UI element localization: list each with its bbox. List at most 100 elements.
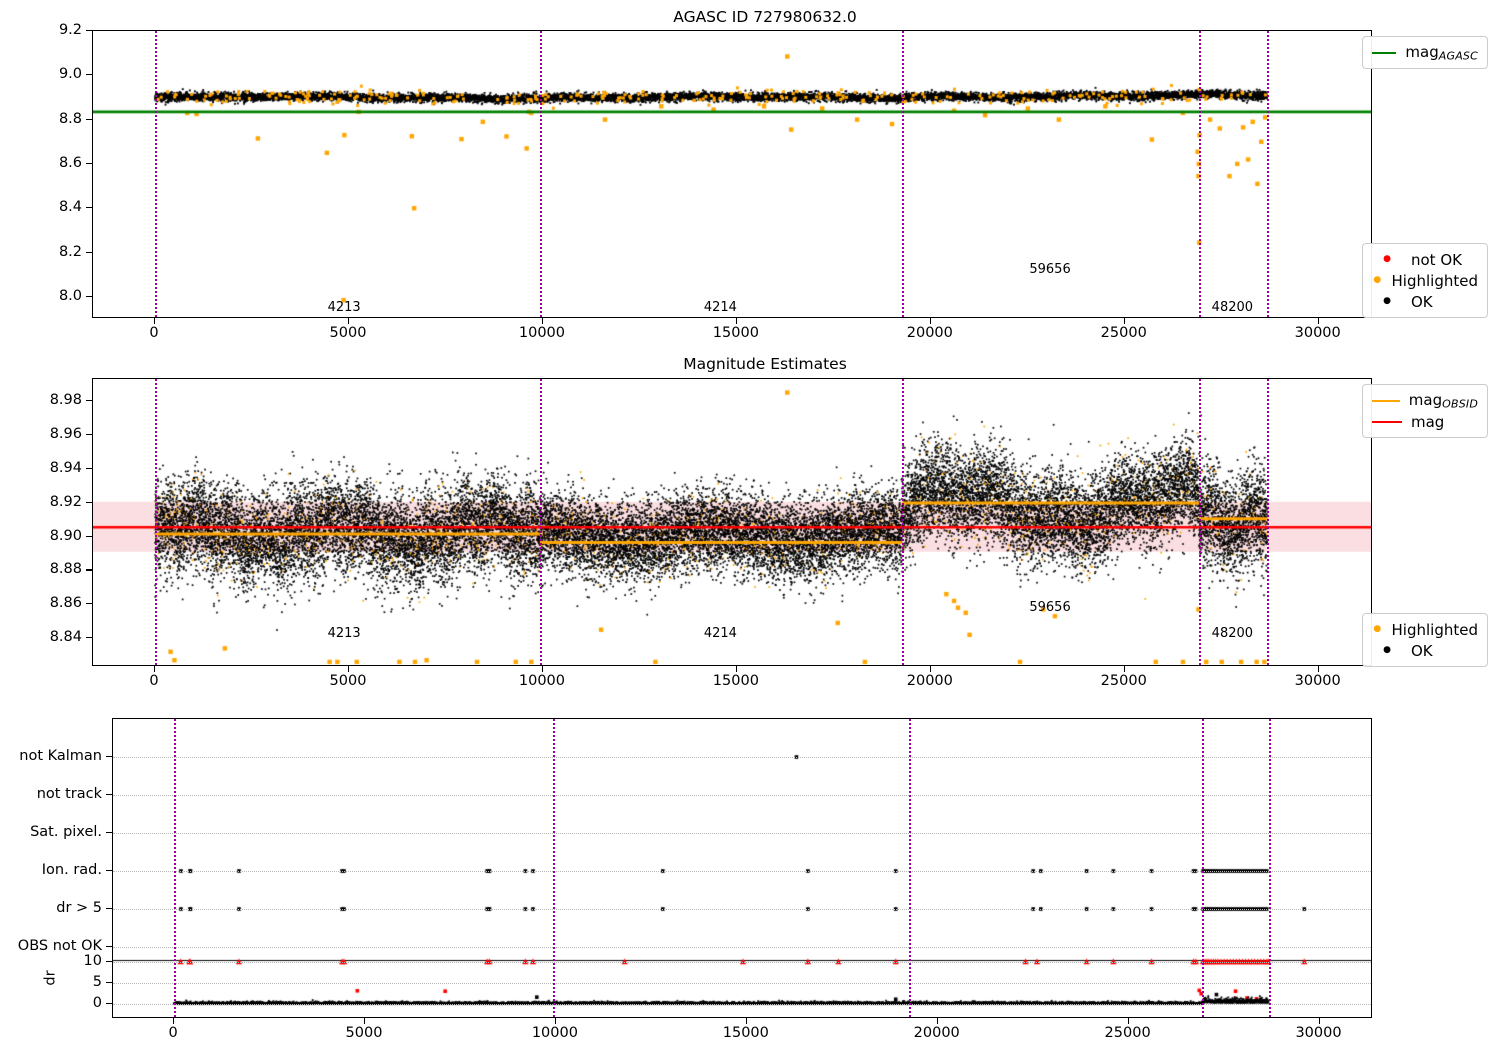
dot-swatch-orange: ● (1373, 624, 1382, 634)
panel1-ytick-mark (86, 251, 92, 253)
legend-label-mag-agasc: magAGASC (1405, 42, 1478, 63)
obsid-divider-line (539, 379, 542, 665)
panel1-ytick-mark (86, 295, 92, 297)
panel2-xtick-label: 15000 (712, 673, 759, 689)
panel2-ytick-label: 8.96 (49, 425, 82, 442)
panel2-xtick-label: 30000 (1294, 673, 1341, 689)
panel3-gridline (113, 961, 1371, 963)
panel3-gridline (113, 982, 1371, 984)
panel1-xtick-label: 10000 (518, 325, 566, 341)
panel2-xtick-mark (348, 666, 350, 672)
legend-item-not-ok[interactable]: ● not OK (1372, 249, 1478, 270)
panel2-xtick-mark (929, 666, 931, 672)
panel2-title: Magnitude Estimates (683, 355, 847, 373)
panel2-magnitude-estimates (92, 378, 1372, 666)
panel1-ytick-label: 8.0 (58, 287, 82, 304)
panel1-xtick-mark (1123, 318, 1125, 324)
panel1-xtick-mark (929, 318, 931, 324)
panel1-legend-top[interactable]: magAGASC (1362, 36, 1488, 69)
panel3-xtick-mark (554, 1018, 556, 1024)
panel1-legend-bottom[interactable]: ● not OK ● Highlighted ● OK (1362, 243, 1488, 318)
panel3-flag-label: not Kalman (19, 748, 102, 764)
panel2-ytick-mark (86, 467, 92, 469)
legend-label-highlighted-2: Highlighted (1391, 620, 1478, 639)
panel2-ytick-mark (86, 535, 92, 537)
panel3-ytick-mark (106, 756, 112, 758)
panel2-ytick-label: 8.94 (49, 459, 82, 476)
line-swatch-red (1372, 420, 1402, 423)
panel1-xtick-label: 20000 (906, 325, 953, 341)
panel3-gridline (113, 757, 1371, 758)
legend-item-mag-agasc[interactable]: magAGASC (1372, 42, 1478, 63)
panel1-ytick-mark (86, 118, 92, 120)
dot-swatch-red: ● (1383, 254, 1391, 264)
panel1-xtick-mark (1317, 318, 1319, 324)
obsid-divider-line (909, 719, 912, 1017)
panel2-ytick-mark (86, 501, 92, 503)
panel1-xtick-mark (154, 318, 156, 324)
obsid-divider-line (1201, 719, 1204, 1017)
panel1-xtick-mark (735, 318, 737, 324)
obsid-label: 59656 (1029, 262, 1071, 277)
panel2-ytick-mark (86, 569, 92, 571)
panel3-dr-tick-mark (106, 981, 112, 983)
legend-label-highlighted: Highlighted (1391, 271, 1478, 290)
obsid-label: 4213 (327, 626, 361, 641)
obsid-divider-line (174, 719, 177, 1017)
panel2-xtick-label: 25000 (1100, 673, 1147, 689)
panel3-flag-label: dr > 5 (56, 900, 102, 916)
panel1-magnitude-overview (92, 30, 1372, 318)
panel2-xtick-mark (541, 666, 544, 672)
panel2-xtick-mark (1317, 666, 1319, 672)
panel3-xtick-label: 30000 (1295, 1025, 1342, 1041)
panel3-flag-label: Ion. rad. (41, 862, 102, 878)
panel3-gridline (113, 871, 1371, 872)
legend-item-highlighted-2[interactable]: ● Highlighted (1372, 619, 1478, 640)
obsid-divider-line (901, 379, 904, 665)
panel2-xtick-mark (154, 666, 156, 672)
legend-label-mag: mag (1411, 412, 1445, 431)
panel3-status-flags (112, 718, 1372, 1018)
panel2-xtick-mark (735, 666, 737, 672)
panel3-xtick-label: 0 (168, 1025, 178, 1041)
obsid-divider-line (1199, 379, 1202, 665)
obsid-divider-line (155, 379, 158, 665)
obsid-label: 48200 (1211, 626, 1254, 641)
panel1-xtick-mark (541, 318, 544, 324)
panel1-ytick-label: 8.8 (58, 110, 82, 127)
panel2-legend-top[interactable]: magOBSID mag (1362, 384, 1488, 438)
panel3-gridline (113, 795, 1371, 796)
panel3-gridline (113, 833, 1371, 834)
panel2-xtick-label: 0 (149, 673, 159, 689)
obsid-divider-line (552, 719, 555, 1017)
panel3-xtick-mark (1318, 1018, 1320, 1024)
legend-item-ok[interactable]: ● OK (1372, 291, 1478, 312)
panel3-dr-tick-label: 10 (83, 952, 102, 969)
panel3-dr-tick-mark (106, 1002, 112, 1004)
panel3-ytick-mark (106, 908, 112, 910)
panel3-gridline (113, 1003, 1371, 1005)
panel2-ytick-label: 8.84 (49, 629, 82, 646)
panel2-ytick-label: 8.92 (49, 493, 82, 510)
legend-label-ok: OK (1411, 292, 1433, 311)
panel3-xtick-mark (173, 1018, 175, 1024)
legend-item-highlighted[interactable]: ● Highlighted (1372, 270, 1478, 291)
dot-swatch-black: ● (1383, 645, 1391, 655)
panel2-ytick-mark (86, 433, 92, 435)
panel2-xtick-label: 20000 (906, 673, 953, 689)
panel2-xtick-label: 10000 (518, 673, 566, 689)
dot-swatch-orange: ● (1373, 275, 1382, 285)
panel3-xtick-label: 20000 (913, 1025, 960, 1041)
legend-item-mag[interactable]: mag (1372, 411, 1478, 432)
panel3-gridline (113, 947, 1371, 948)
panel3-ytick-mark (106, 832, 112, 834)
panel1-ytick-mark (86, 30, 92, 32)
legend-item-mag-obsid[interactable]: magOBSID (1372, 390, 1478, 411)
panel2-ytick-label: 8.90 (49, 527, 82, 544)
legend-label-not-ok: not OK (1411, 250, 1462, 269)
legend-item-ok-2[interactable]: ● OK (1372, 640, 1478, 661)
panel1-ytick-mark (86, 74, 92, 76)
panel1-ytick-mark (86, 162, 92, 165)
panel2-legend-bottom[interactable]: ● Highlighted ● OK (1362, 613, 1488, 667)
